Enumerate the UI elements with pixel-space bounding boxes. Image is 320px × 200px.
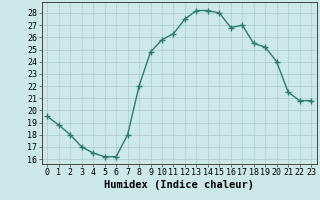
- X-axis label: Humidex (Indice chaleur): Humidex (Indice chaleur): [104, 180, 254, 190]
